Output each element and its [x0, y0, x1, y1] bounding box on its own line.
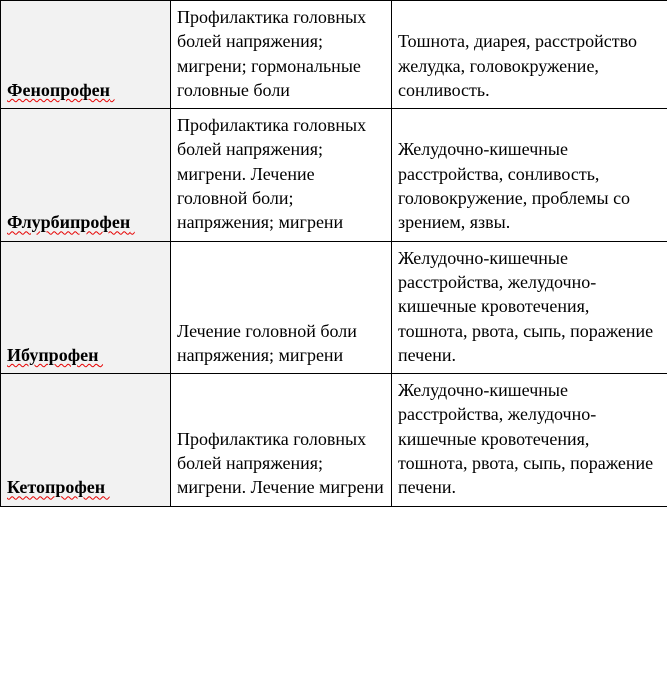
- indications-cell: Лечение головной боли напряжения; мигрен…: [171, 241, 392, 373]
- drug-name: Ибупрофен: [7, 345, 103, 365]
- table-row: Фенопрофен Профилактика головных болей н…: [1, 1, 667, 109]
- indications-cell: Профилактика головных болей напряжения; …: [171, 1, 392, 109]
- side-effects-cell: Желудочно-кишечные расстройства, желудоч…: [392, 374, 667, 506]
- side-effects-cell: Тошнота, диарея, расстройство желудка, г…: [392, 1, 667, 109]
- drug-name-cell: Кетопрофен: [1, 374, 171, 506]
- table-row: Флурбипрофен Профилактика головных болей…: [1, 109, 667, 241]
- drug-name-cell: Флурбипрофен: [1, 109, 171, 241]
- side-effects-cell: Желудочно-кишечные расстройства, желудоч…: [392, 241, 667, 373]
- drug-name: Кетопрофен: [7, 477, 110, 497]
- drug-name: Фенопрофен: [7, 80, 115, 100]
- medication-table: Фенопрофен Профилактика головных болей н…: [0, 0, 667, 507]
- indications-cell: Профилактика головных болей напряжения; …: [171, 109, 392, 241]
- indications-cell: Профилактика головных болей напряжения; …: [171, 374, 392, 506]
- drug-name-cell: Ибупрофен: [1, 241, 171, 373]
- drug-name-cell: Фенопрофен: [1, 1, 171, 109]
- table-row: Ибупрофен Лечение головной боли напряжен…: [1, 241, 667, 373]
- drug-name: Флурбипрофен: [7, 212, 135, 232]
- side-effects-cell: Желудочно-кишечные расстройства, сонливо…: [392, 109, 667, 241]
- table-row: Кетопрофен Профилактика головных болей н…: [1, 374, 667, 506]
